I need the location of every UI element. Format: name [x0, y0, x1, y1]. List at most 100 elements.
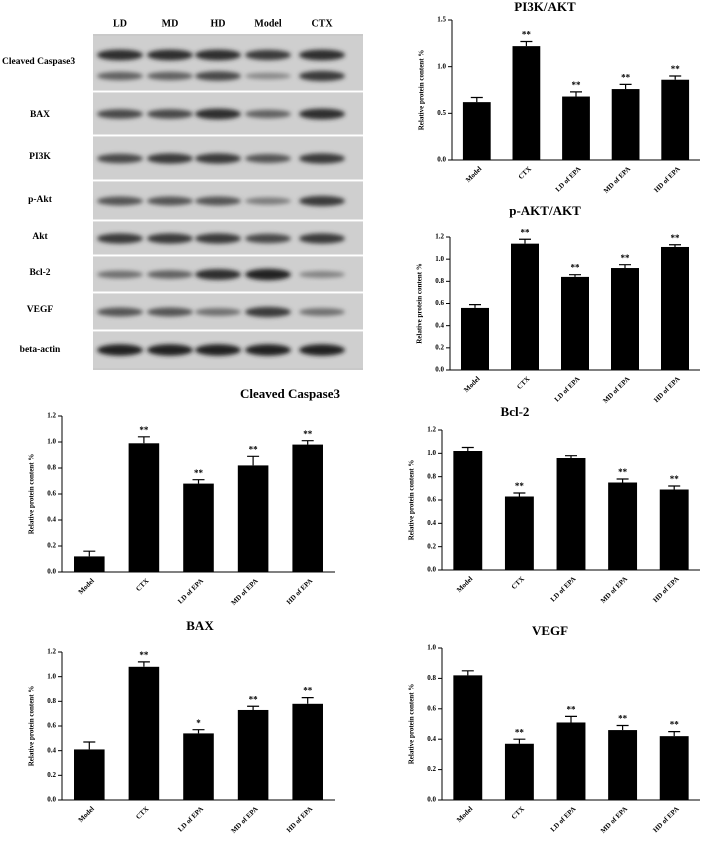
blot-band: [147, 307, 193, 317]
bar: [462, 102, 491, 160]
y-tick-label: 0.5: [437, 109, 446, 117]
blot-band: [245, 268, 291, 281]
blot-row-label: VEGF: [27, 305, 54, 315]
error-bar: [616, 724, 629, 731]
significance-label: **: [303, 429, 313, 439]
chart-title: Bcl-2: [501, 404, 530, 419]
y-tick-label: 0.8: [47, 697, 56, 705]
error-bar: [470, 96, 483, 103]
y-axis-label: Relative protein content %: [418, 50, 426, 131]
blot-band: [245, 72, 291, 80]
x-tick-label: MD of EPA: [599, 805, 629, 835]
bar: [511, 243, 539, 370]
x-tick-label: HD of EPA: [652, 375, 681, 404]
y-tick-label: 0.6: [435, 299, 444, 307]
significance-label: **: [522, 30, 532, 40]
error-bar: [469, 304, 481, 308]
blot-band: [299, 308, 345, 316]
error-bar: [565, 455, 577, 458]
x-tick-label: HD of EPA: [652, 805, 681, 834]
error-bar: [301, 697, 314, 704]
blot-band: [245, 306, 291, 318]
y-tick-label: 1.2: [47, 412, 56, 420]
y-axis-label: Relative protein content %: [28, 454, 36, 535]
y-tick-label: 1.2: [427, 426, 436, 434]
significance-label: **: [139, 650, 149, 660]
bar: [608, 482, 638, 570]
bar: [237, 465, 269, 572]
y-tick-label: 0.8: [47, 464, 56, 472]
blot-band: [97, 270, 143, 279]
y-tick-label: 0.0: [435, 366, 444, 374]
error-bar: [520, 40, 533, 47]
blot-band: [245, 49, 291, 61]
y-tick-label: 0.4: [435, 321, 444, 329]
blot-row-label: BAX: [30, 110, 50, 120]
significance-label: **: [139, 425, 149, 435]
x-tick-label: MD of EPA: [602, 375, 632, 405]
significance-label: **: [670, 720, 680, 730]
bar: [461, 307, 489, 370]
error-bar: [247, 455, 260, 466]
error-bar: [668, 485, 681, 490]
significance-label: **: [521, 227, 531, 237]
significance-label: **: [671, 233, 681, 243]
bar: [74, 556, 105, 572]
bar: [661, 79, 690, 160]
y-tick-label: 1.0: [437, 62, 446, 70]
y-tick-label: 1.5: [437, 16, 446, 24]
y-tick-label: 0.4: [47, 746, 56, 754]
error-bar: [569, 274, 581, 277]
y-tick-label: 0.2: [435, 343, 444, 351]
blot-lane-label: MD: [162, 18, 179, 29]
y-tick-label: 0.6: [427, 496, 436, 504]
bar: [74, 749, 105, 800]
significance-label: **: [572, 80, 582, 90]
x-tick-label: MD of EPA: [602, 165, 632, 195]
x-tick-label: HD of EPA: [653, 165, 682, 194]
bar: [453, 451, 483, 570]
x-tick-label: LD of EPA: [554, 165, 583, 194]
bar: [611, 89, 640, 160]
blot-band: [245, 197, 291, 205]
bar: [128, 443, 160, 572]
blot-band: [299, 49, 345, 61]
x-tick-label: CTX: [517, 165, 533, 181]
error-bar: [137, 661, 150, 667]
x-tick-label: CTX: [510, 575, 526, 591]
significance-label: **: [249, 444, 259, 454]
y-tick-label: 1.0: [427, 644, 436, 652]
error-bar: [616, 478, 629, 483]
y-tick-label: 0.4: [427, 519, 436, 527]
blot-band: [97, 71, 143, 81]
x-tick-label: Model: [462, 375, 481, 394]
significance-label: **: [621, 253, 631, 263]
y-tick-label: 0.0: [47, 568, 56, 576]
blot-lane-label: CTX: [311, 18, 333, 29]
significance-label: **: [515, 481, 525, 491]
blot-band: [245, 344, 291, 356]
x-tick-label: HD of EPA: [652, 575, 681, 604]
bar: [562, 96, 590, 160]
x-tick-label: CTX: [515, 375, 531, 391]
bar: [556, 458, 586, 570]
x-tick-label: MD of EPA: [230, 577, 260, 607]
y-axis-label: Relative protein content %: [28, 686, 36, 767]
chart-title: BAX: [186, 618, 214, 633]
y-tick-label: 0.6: [47, 490, 56, 498]
blot-band: [97, 49, 143, 61]
x-tick-label: MD of EPA: [230, 805, 260, 835]
chart-title: PI3K/AKT: [514, 0, 576, 14]
blot-band: [195, 49, 241, 61]
y-tick-label: 1.2: [435, 233, 444, 241]
bar: [183, 483, 214, 572]
error-bar: [83, 550, 96, 557]
blot-band: [245, 233, 291, 244]
error-bar: [519, 238, 531, 244]
blot-band: [299, 153, 345, 164]
significance-label: **: [249, 694, 259, 704]
x-tick-label: CTX: [134, 805, 150, 821]
blot-band: [245, 154, 291, 163]
blot-band: [299, 233, 345, 244]
bar: [183, 733, 214, 800]
